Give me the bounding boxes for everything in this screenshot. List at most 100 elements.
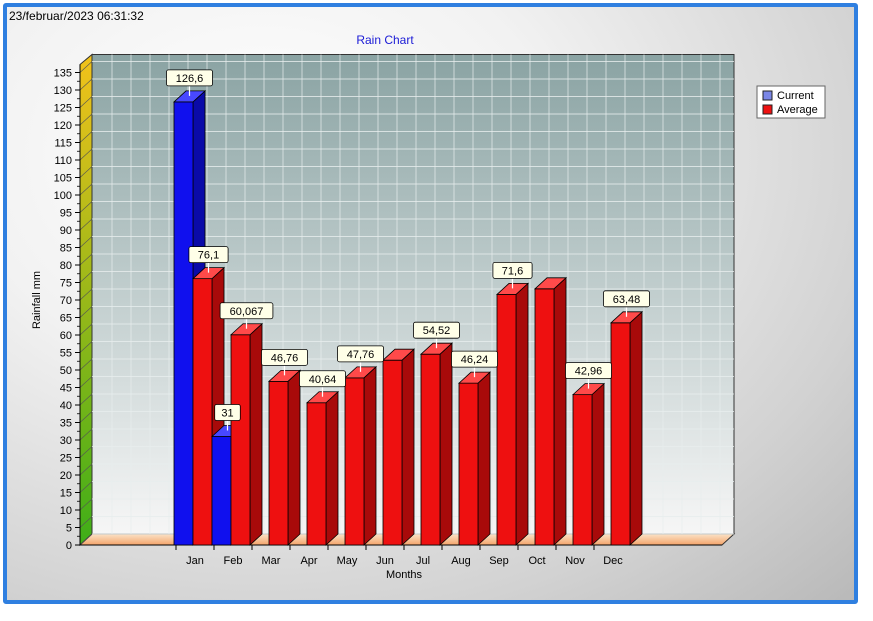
y-tick-label: 80 [60,260,72,272]
data-label-current: 126,6 [176,73,204,85]
y-tick-label: 120 [54,120,72,132]
y-tick-label: 5 [66,523,72,535]
y-tick-label: 110 [54,155,72,167]
grid-wall-line [79,78,93,91]
x-tick-label: Feb [224,555,243,567]
legend-label-current: Current [777,90,814,102]
grid-wall-line [79,271,93,283]
data-label-average-box [188,246,229,264]
grid-wall-line [79,148,93,161]
y-tick-label: 85 [60,243,72,255]
y-tick-label: 95 [60,208,72,220]
data-label-average: 54,52 [423,325,451,337]
bar-average [458,382,479,546]
grid-wall-line [79,131,93,143]
x-tick-label: Jun [376,555,394,567]
bar-average [534,288,555,546]
data-label-average: 46,24 [461,354,489,366]
data-label-current-box [166,69,213,87]
y-tick-label: 100 [54,190,72,202]
x-tick-label: Dec [603,555,623,567]
x-axis-label: Months [386,569,423,581]
data-label-average-box [603,290,650,308]
x-tick-label: May [337,555,358,567]
bar-average-side [515,282,529,546]
grid-wall-line [79,236,93,248]
y-tick-label: 55 [60,348,72,360]
grid-wall-line [79,341,93,353]
grid-wall-line [79,306,93,318]
bar-average-top [609,311,644,324]
bar-average-top [191,267,226,280]
grid-wall-line [79,253,93,266]
bar-current-top [172,90,207,103]
bar-average-top [381,348,416,361]
bar-average-top [229,323,264,336]
legend: Current Average [756,85,826,119]
bar-current [173,101,194,546]
grid-wall-line [79,96,93,108]
x-tick-label: Mar [262,555,281,567]
bar-average-top [571,383,606,396]
x-tick-label: Apr [300,555,317,567]
y-tick-label: 40 [60,400,72,412]
y-tick-label: 25 [60,453,72,465]
data-label-average-box [337,345,384,363]
bar-average-top [419,342,454,355]
grid-wall-line [79,428,93,441]
bar-average-side [363,365,377,546]
y-tick-label: 60 [60,330,72,342]
y-tick-label: 125 [54,103,72,115]
grid-wall-line [79,218,93,231]
legend-label-average: Average [777,104,818,116]
y-tick-label: 35 [60,418,72,430]
y-tick-label: 30 [60,435,72,447]
grid-wall-line [79,358,93,371]
bar-current [211,436,232,546]
x-tick-label: Aug [451,555,471,567]
y-tick-label: 90 [60,225,72,237]
y-tick-label: 135 [54,68,72,80]
grid-wall-line [79,288,93,301]
left-wall [79,53,93,547]
grid-wall-line [79,201,93,213]
data-label-average-box [492,261,533,279]
x-tick-label: Nov [565,555,585,567]
chart-title: Rain Chart [356,33,414,47]
bar-average [572,394,593,546]
grid-wall-line [79,61,93,73]
data-label-current: 31 [221,408,233,420]
bar-average-side [629,310,643,546]
grid-wall-line [79,376,93,388]
x-tick-label: Jan [186,555,204,567]
y-tick-label: 0 [66,540,72,552]
legend-swatch-current [762,90,773,101]
bar-average [230,334,251,546]
data-label-average: 47,76 [347,349,375,361]
bar-average [382,359,403,546]
grid-wall-line [79,166,93,178]
bar-average [268,380,289,546]
data-label-average: 46,76 [271,352,299,364]
grid-wall-line [79,481,93,493]
y-tick-label: 10 [60,505,72,517]
y-tick-label: 15 [60,488,72,500]
bar-average-side [439,342,453,546]
data-label-average-box [299,370,346,388]
data-label-average: 71,6 [502,265,523,277]
bar-average [420,353,441,546]
plot-area: 0 5 10 15 20 25 30 35 40 45 50 55 60 65 70 75 80 85 90 95 10… [54,53,736,567]
data-label-current-box [214,404,241,421]
data-label-average: 76,1 [198,250,219,262]
grid-wall-line [79,533,93,546]
bar-average [344,377,365,546]
bar-average-top [305,391,340,404]
grid-wall-line [79,393,93,406]
bar-average-top [457,371,492,384]
timestamp: 23/februar/2023 06:31:32 [9,9,144,23]
grid-wall-line [79,323,93,336]
bar-average-side [553,276,567,546]
data-label-average-box [219,302,274,320]
bar-average-side [591,382,605,546]
